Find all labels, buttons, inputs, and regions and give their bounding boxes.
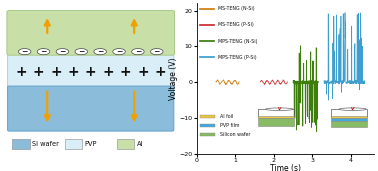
Text: +: + [102, 65, 114, 79]
Text: V: V [278, 107, 281, 111]
Bar [258, 118, 294, 126]
Text: −: − [59, 47, 66, 56]
Text: +: + [85, 65, 96, 79]
Text: +: + [68, 65, 79, 79]
Text: MS-TENG (P-Si): MS-TENG (P-Si) [218, 22, 254, 27]
Text: −: − [135, 47, 141, 56]
Circle shape [339, 108, 367, 110]
Ellipse shape [56, 49, 69, 55]
Text: V: V [351, 107, 355, 111]
FancyBboxPatch shape [7, 10, 175, 55]
Ellipse shape [94, 49, 107, 55]
Bar [331, 116, 367, 118]
Text: +: + [50, 65, 62, 79]
Bar [200, 124, 215, 127]
Text: MPS-TENG (N-Si): MPS-TENG (N-Si) [218, 38, 258, 44]
Bar [65, 140, 82, 149]
Bar [331, 118, 367, 121]
Text: −: − [153, 47, 160, 56]
Text: PVP: PVP [85, 141, 97, 147]
Bar [200, 115, 215, 118]
Text: Si wafer: Si wafer [33, 141, 59, 147]
Text: −: − [116, 47, 122, 56]
Ellipse shape [132, 49, 144, 55]
FancyBboxPatch shape [8, 49, 174, 91]
Ellipse shape [37, 49, 50, 55]
Text: Al: Al [137, 141, 143, 147]
FancyBboxPatch shape [8, 86, 174, 131]
Text: +: + [33, 65, 44, 79]
Bar [12, 140, 30, 149]
Text: −: − [22, 47, 28, 56]
Text: PVP film: PVP film [220, 123, 239, 128]
Text: MS-TENG (N-Si): MS-TENG (N-Si) [218, 6, 255, 11]
Text: −: − [97, 47, 103, 56]
Bar [331, 121, 367, 127]
Ellipse shape [150, 49, 163, 55]
Y-axis label: Voltage (V): Voltage (V) [169, 57, 178, 100]
Ellipse shape [19, 49, 31, 55]
Text: MPS-TENG (P-Si): MPS-TENG (P-Si) [218, 55, 257, 60]
Text: −: − [78, 47, 84, 56]
Text: +: + [15, 65, 27, 79]
Circle shape [266, 108, 293, 110]
Ellipse shape [113, 49, 125, 55]
Ellipse shape [75, 49, 88, 55]
Bar [117, 140, 134, 149]
Text: Al foil: Al foil [220, 114, 233, 119]
Text: +: + [155, 65, 166, 79]
Bar [258, 116, 294, 118]
Text: −: − [40, 47, 47, 56]
Text: +: + [137, 65, 149, 79]
Bar [200, 133, 215, 136]
Text: +: + [120, 65, 131, 79]
Text: Silicon wafer: Silicon wafer [220, 132, 250, 137]
X-axis label: Time (s): Time (s) [270, 165, 301, 171]
